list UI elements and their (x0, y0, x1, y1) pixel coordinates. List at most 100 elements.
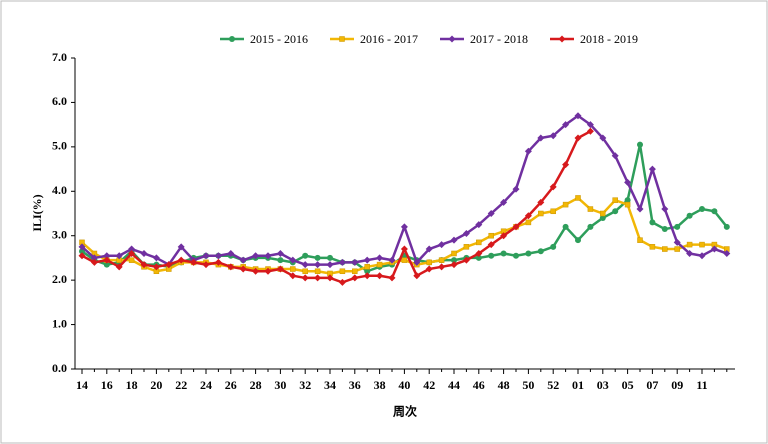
marker (400, 245, 408, 253)
x-tick-label: 18 (126, 378, 138, 392)
marker (177, 243, 185, 251)
marker (239, 265, 247, 273)
marker (214, 258, 222, 266)
marker (229, 36, 235, 42)
x-tick-label: 22 (175, 378, 187, 392)
marker (475, 254, 482, 261)
marker (413, 272, 421, 280)
marker (426, 259, 432, 266)
marker (686, 249, 694, 257)
marker (562, 161, 570, 169)
marker (451, 257, 457, 264)
marker (599, 134, 607, 142)
marker (649, 219, 656, 226)
marker (140, 261, 148, 269)
marker (352, 268, 358, 275)
marker (351, 258, 359, 266)
y-axis-label: ILI(%) (30, 194, 44, 231)
x-tick-label: 42 (423, 378, 435, 392)
marker (289, 256, 297, 264)
marker (90, 258, 98, 266)
marker (562, 201, 569, 208)
marker (462, 229, 470, 237)
x-tick-label: 50 (522, 378, 534, 392)
marker (152, 263, 160, 271)
marker (537, 198, 545, 206)
marker (165, 261, 173, 269)
marker (537, 248, 544, 255)
marker (400, 223, 408, 231)
marker (388, 274, 396, 282)
marker (425, 245, 433, 253)
x-tick-label: 16 (101, 378, 113, 392)
marker (587, 206, 594, 212)
y-tick-label: 5.0 (52, 139, 67, 153)
marker (302, 268, 308, 275)
marker (326, 261, 334, 269)
marker (624, 178, 632, 186)
x-axis-label: 周次 (393, 404, 417, 419)
x-tick-label: 24 (200, 378, 212, 392)
marker (487, 210, 495, 217)
marker (364, 268, 371, 275)
marker (264, 267, 272, 275)
x-tick-label: 03 (597, 378, 609, 392)
legend-label: 2017 - 2018 (470, 32, 528, 46)
marker (674, 246, 680, 252)
marker (239, 256, 247, 264)
marker (78, 243, 86, 251)
legend-label: 2016 - 2017 (360, 32, 418, 46)
marker (463, 244, 470, 250)
marker (524, 212, 532, 220)
marker (363, 272, 371, 280)
marker (550, 243, 557, 250)
marker (538, 210, 544, 217)
marker (525, 219, 532, 226)
marker (500, 232, 508, 240)
marker (525, 250, 532, 257)
marker (327, 254, 333, 261)
marker (549, 183, 557, 191)
marker (599, 214, 606, 221)
marker (314, 268, 321, 275)
marker (152, 254, 160, 262)
marker (476, 239, 482, 246)
marker (339, 36, 345, 42)
marker (227, 249, 235, 257)
x-tick-label: 52 (547, 378, 559, 392)
x-tick-label: 30 (274, 378, 286, 392)
marker (301, 261, 309, 269)
marker (475, 221, 483, 229)
marker (363, 256, 371, 264)
marker (277, 257, 284, 264)
marker (413, 258, 421, 266)
y-tick-label: 1.0 (52, 316, 67, 330)
marker (264, 252, 272, 260)
marker (699, 241, 705, 248)
x-tick-label: 07 (646, 378, 658, 392)
legend-label: 2015 - 2016 (250, 32, 308, 46)
marker (562, 223, 569, 230)
marker (686, 212, 693, 219)
legend-label: 2018 - 2019 (580, 32, 638, 46)
marker (227, 263, 235, 271)
y-tick-label: 2.0 (52, 272, 67, 286)
marker (338, 258, 346, 266)
x-tick-label: 11 (696, 378, 707, 392)
marker (190, 258, 198, 266)
marker (661, 205, 669, 213)
marker (302, 252, 309, 259)
x-tick-label: 05 (622, 378, 634, 392)
marker (450, 261, 458, 269)
marker (128, 257, 135, 263)
marker (290, 266, 296, 272)
marker (723, 223, 730, 230)
marker (438, 263, 446, 271)
y-tick-label: 6.0 (52, 94, 67, 108)
marker (339, 268, 346, 275)
marker (600, 210, 606, 217)
marker (462, 256, 470, 264)
marker (637, 237, 643, 243)
marker (214, 252, 222, 260)
marker (574, 112, 582, 120)
